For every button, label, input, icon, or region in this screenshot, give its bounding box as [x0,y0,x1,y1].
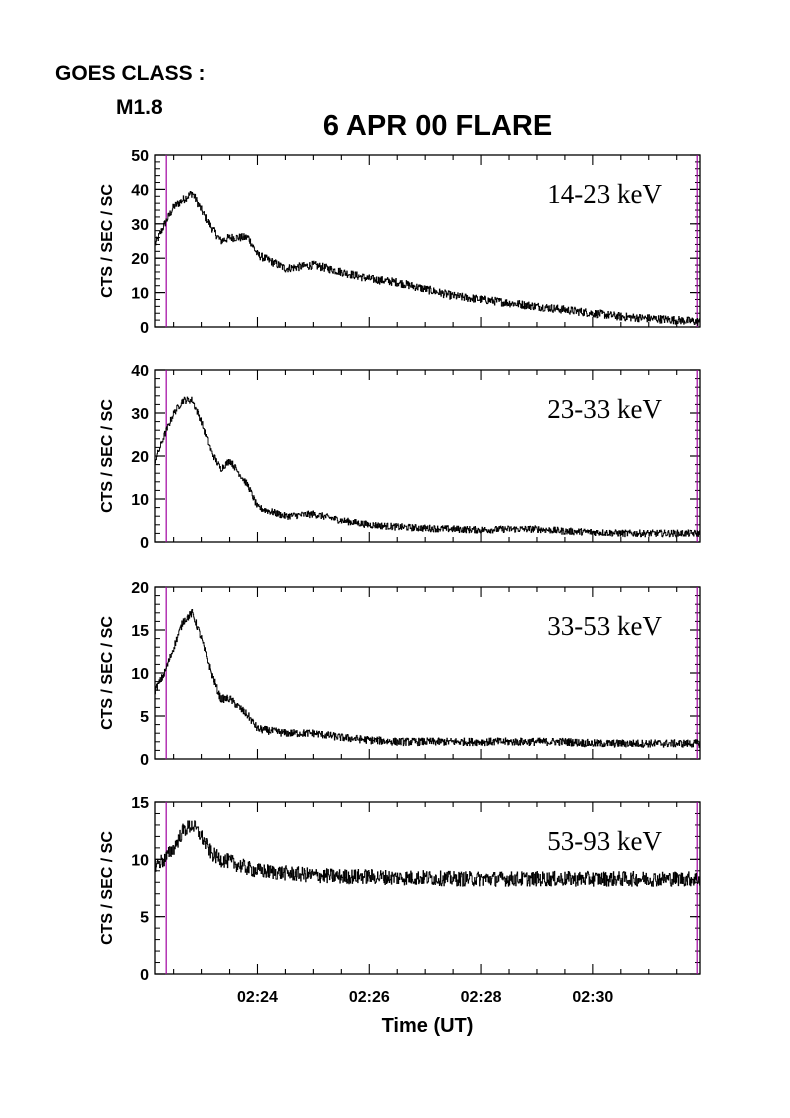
x-tick-label: 02:26 [349,989,390,1006]
panel-frame [154,801,701,975]
energy-band-label: 53-93 keV [547,826,662,856]
y-tick-label: 20 [131,449,149,466]
y-axis-label: CTS / SEC / SC [99,831,116,945]
energy-band-label: 23-33 keV [547,394,662,424]
count-rate-series [155,396,701,538]
y-tick-label: 5 [140,709,149,726]
goes-class-value: M1.8 [116,96,163,119]
count-rate-series [155,191,701,326]
y-tick-label: 20 [131,251,149,268]
goes-class-label: GOES CLASS : [55,62,206,85]
y-axis-label: CTS / SEC / SC [99,184,116,298]
panel-frame [154,154,701,328]
x-tick-label: 02:28 [461,989,502,1006]
y-tick-label: 40 [131,182,149,199]
y-tick-label: 10 [131,852,149,869]
energy-band-label: 14-23 keV [547,179,662,209]
y-tick-label: 30 [131,406,149,423]
x-tick-label: 02:30 [572,989,613,1006]
count-rate-series [155,820,701,887]
x-tick-label: 02:24 [237,989,278,1006]
y-axis-label: CTS / SEC / SC [99,399,116,513]
y-tick-label: 0 [140,967,149,984]
x-axis-label: Time (UT) [382,1015,474,1037]
y-tick-label: 40 [131,363,149,380]
y-tick-label: 0 [140,752,149,769]
y-tick-label: 15 [131,795,149,812]
y-tick-label: 20 [131,580,149,597]
y-tick-label: 50 [131,148,149,165]
count-rate-series [155,608,701,748]
y-tick-label: 10 [131,666,149,683]
chart-title: 6 APR 00 FLARE [322,110,553,142]
y-tick-label: 15 [131,623,149,640]
y-tick-label: 10 [131,492,149,509]
energy-band-label: 33-53 keV [547,611,662,641]
y-tick-label: 5 [140,910,149,927]
y-tick-label: 10 [131,286,149,303]
y-axis-label: CTS / SEC / SC [99,616,116,730]
y-tick-label: 30 [131,217,149,234]
y-tick-label: 0 [140,320,149,337]
y-tick-label: 0 [140,535,149,552]
